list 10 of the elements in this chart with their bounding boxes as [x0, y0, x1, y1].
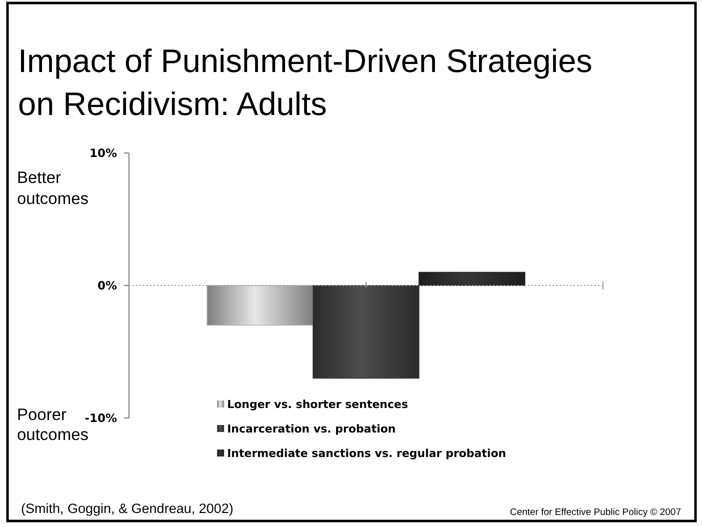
text: (Smith, Goggin, & Gendreau, 2002) [21, 501, 234, 516]
legend-label: Longer vs. shorter sentences [227, 398, 409, 411]
y-tick-label: 0% [97, 278, 118, 293]
text: Center for Effective Public Policy © 2007 [510, 507, 681, 518]
y-tick-label: 10% [89, 146, 118, 160]
y-tick-label: -10% [84, 411, 118, 426]
legend-label: Incarceration vs. probation [227, 422, 396, 436]
chart-title: Impact of Punishment-Driven Strategies on Recidivism: Adults [18, 43, 592, 122]
legend-label: Intermediate sanctions vs. regular probation [227, 446, 506, 460]
text: Better outcomes [17, 169, 89, 208]
